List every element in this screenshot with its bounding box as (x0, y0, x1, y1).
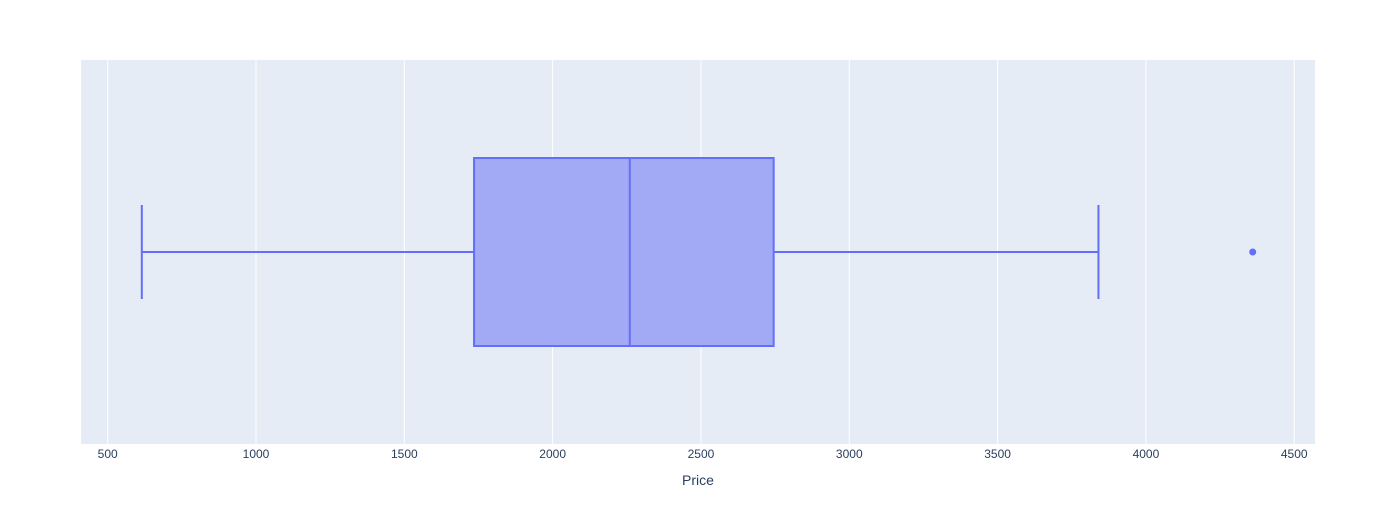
x-axis-ticks: 500 1000 1500 2000 2500 3000 3500 4000 4500 (98, 447, 1308, 461)
outlier-point-0 (1249, 248, 1257, 256)
x-tick-label-500: 500 (98, 447, 118, 461)
iqr-box (473, 157, 775, 347)
x-axis-title: Price (682, 472, 714, 488)
x-tick-label-1500: 1500 (391, 447, 418, 461)
x-tick-label-2500: 2500 (688, 447, 715, 461)
x-tick-label-1000: 1000 (243, 447, 270, 461)
box-trace (140, 157, 1257, 347)
x-tick-label-2000: 2000 (539, 447, 566, 461)
x-tick-label-3000: 3000 (836, 447, 863, 461)
x-tick-label-4000: 4000 (1133, 447, 1160, 461)
x-tick-label-3500: 3500 (984, 447, 1011, 461)
x-tick-label-4500: 4500 (1281, 447, 1308, 461)
